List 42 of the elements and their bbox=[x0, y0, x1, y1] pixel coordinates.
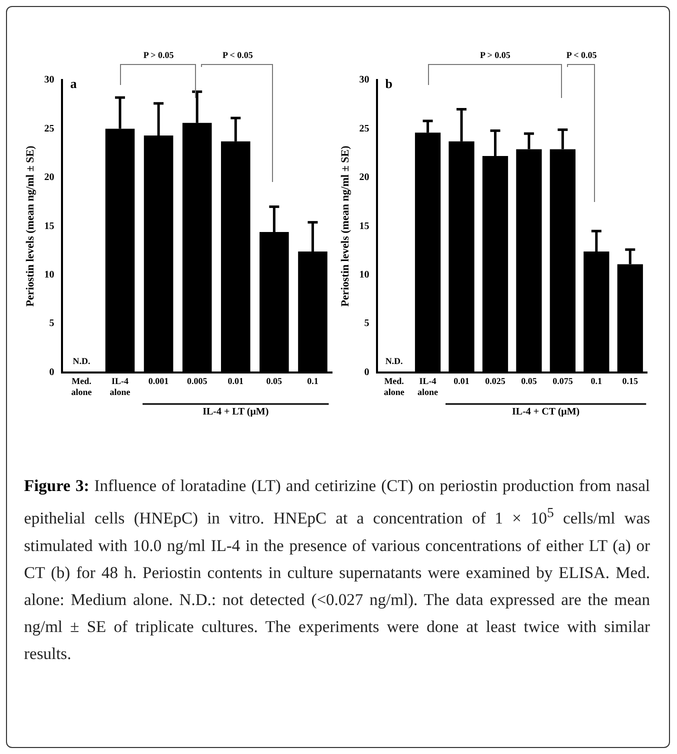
x-axis-title: IL-4 + CT (μM) bbox=[512, 406, 580, 418]
y-tick-label: 5 bbox=[364, 318, 370, 330]
y-axis-title: Periostin levels (mean ng/ml ± SE) bbox=[339, 145, 352, 307]
y-tick-label: 25 bbox=[359, 123, 370, 134]
y-tick-label: 0 bbox=[364, 366, 370, 378]
text: Figure 3: Influence of loratadine (LT) and cetirizine (CT) on periostin production from nasal epithelial cells (HNEpC) in vitro. HNEpC at a concentration of 1 × 10$^{5}$ cells/ml was stimulated with 10.0 ng/ml IL-4 in the presence of various concentrations of either LT (a) or CT (b) for 48 h. Periostin contents in culture supernatants were examined by ELISA. Med. alone: Medium alone. N.D.: not detected (<0.027 ng/ml). The data expressed are the mean ng/ml ± SE of triplicate cultures. The experiments were done at least twice with similar results. bbox=[24, 476, 650, 662]
text: P < 0.05 bbox=[566, 50, 598, 60]
y-tick-label: 5 bbox=[49, 318, 54, 330]
text: P < 0.05 bbox=[222, 50, 254, 60]
y-tick-label: 10 bbox=[44, 270, 54, 281]
x-tick-label: 0.01 bbox=[454, 376, 470, 386]
y-tick-label: 15 bbox=[359, 220, 370, 232]
x-tick-label: 0.15 bbox=[622, 376, 639, 386]
x-tick-label: Med. alone bbox=[71, 376, 92, 397]
annotation: N.D. bbox=[385, 356, 403, 366]
y-axis-title: Periostin levels (mean ng/ml ± SE) bbox=[24, 145, 36, 307]
x-tick-label: Med. alone bbox=[384, 376, 404, 397]
x-tick-label: 0.1 bbox=[590, 376, 603, 386]
y-tick-label: 30 bbox=[44, 74, 54, 86]
x-tick-label: 0.05 bbox=[521, 376, 538, 386]
x-axis-title: IL-4 + LT (μM) bbox=[202, 406, 269, 418]
x-tick-label: 0.001 bbox=[148, 376, 170, 386]
y-tick-label: 0 bbox=[49, 366, 54, 378]
x-tick-label: IL-4 alone bbox=[110, 376, 130, 397]
y-tick-label: 15 bbox=[44, 220, 54, 232]
text: P > 0.05 bbox=[480, 50, 511, 60]
x-tick-label: 0.01 bbox=[228, 376, 244, 386]
x-tick-label: 0.075 bbox=[552, 376, 574, 386]
x-tick-label: 0.025 bbox=[485, 376, 506, 386]
y-tick-label: 20 bbox=[359, 172, 370, 184]
chart-title: b bbox=[385, 76, 392, 91]
x-tick-label: 0.05 bbox=[266, 376, 283, 386]
y-tick-label: 10 bbox=[359, 270, 370, 281]
y-tick-label: 30 bbox=[359, 74, 370, 86]
y-tick-label: 20 bbox=[44, 172, 54, 184]
x-tick-label: 0.005 bbox=[186, 376, 208, 386]
text: P > 0.05 bbox=[143, 50, 174, 60]
y-tick-label: 25 bbox=[44, 123, 54, 134]
x-tick-label: IL-4 alone bbox=[418, 376, 438, 397]
chart-title: a bbox=[70, 76, 78, 91]
x-tick-label: 0.1 bbox=[307, 376, 319, 386]
annotation: N.D. bbox=[72, 356, 90, 366]
